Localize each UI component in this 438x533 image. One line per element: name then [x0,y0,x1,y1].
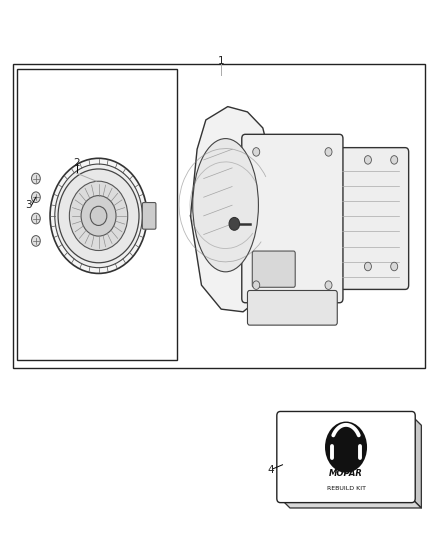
Text: REBUILD KIT: REBUILD KIT [326,486,366,491]
Circle shape [325,281,332,289]
Ellipse shape [69,181,128,251]
Text: 4: 4 [267,465,274,475]
Circle shape [391,156,398,164]
Ellipse shape [55,164,142,268]
Text: 2: 2 [73,158,80,167]
Ellipse shape [50,158,147,273]
Circle shape [32,213,40,224]
FancyBboxPatch shape [277,411,415,503]
Circle shape [253,148,260,156]
Circle shape [32,192,40,203]
FancyBboxPatch shape [252,251,295,287]
Bar [13,64,425,368]
Circle shape [253,281,260,289]
Ellipse shape [58,169,139,263]
Text: 3: 3 [25,200,32,210]
FancyBboxPatch shape [242,134,343,303]
Circle shape [364,156,371,164]
Ellipse shape [81,196,116,236]
Ellipse shape [193,139,258,272]
Text: MOPAR: MOPAR [329,469,363,478]
Polygon shape [280,498,421,508]
FancyBboxPatch shape [247,290,337,325]
Polygon shape [412,416,421,508]
FancyBboxPatch shape [334,148,409,289]
Text: 1: 1 [218,56,225,66]
Bar [17,69,177,360]
Ellipse shape [90,206,107,225]
Circle shape [325,422,367,473]
Circle shape [229,217,240,230]
Circle shape [391,262,398,271]
Circle shape [32,173,40,184]
Circle shape [32,236,40,246]
Circle shape [325,148,332,156]
Circle shape [364,262,371,271]
Polygon shape [191,107,269,312]
FancyBboxPatch shape [142,203,156,229]
